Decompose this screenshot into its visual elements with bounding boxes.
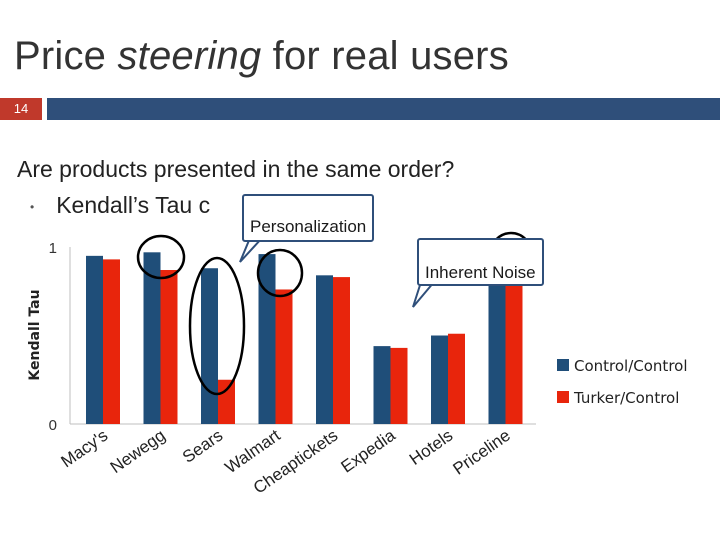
legend-swatch-turker-control <box>557 391 569 403</box>
title-bar <box>47 98 720 120</box>
circle-newegg <box>136 234 186 280</box>
slide-number: 14 <box>0 98 42 120</box>
x-tick-label-macy-s: Macy's <box>57 426 111 472</box>
x-tick-label-newegg: Newegg <box>107 426 169 477</box>
bar-walmart-control-control <box>258 254 276 424</box>
bar-newegg-control-control <box>143 252 161 424</box>
callout-noise-text: Inherent Noise <box>425 263 536 282</box>
y-tick-label-0: 0 <box>49 417 57 434</box>
bar-sears-control-control <box>201 268 218 424</box>
callout-pointer-personalization <box>239 237 263 263</box>
x-tick-label-priceline: Priceline <box>449 426 513 479</box>
bar-hotels-control-control <box>431 335 448 424</box>
bar-hotels-turker-control <box>448 333 465 424</box>
question-text: Are products presented in the same order… <box>17 156 455 182</box>
legend-label-control-control: Control/Control <box>574 357 688 375</box>
annotations <box>136 231 534 396</box>
bullet-dot-icon: • <box>30 199 35 214</box>
bullet-item: • Kendall’s Tau c <box>30 192 210 219</box>
bullet-text: Kendall’s Tau c <box>56 192 211 218</box>
bars-group <box>86 252 523 424</box>
callout-personalization-text: Personalization <box>250 217 367 236</box>
bar-priceline-control-control <box>488 259 506 424</box>
title-emphasis: steering <box>117 34 262 78</box>
title-part2: for real users <box>261 34 509 78</box>
circle-walmart <box>256 248 304 298</box>
bar-newegg-turker-control <box>160 270 178 424</box>
title-part1: Price <box>14 34 118 78</box>
callout-pointer-noise <box>412 281 435 308</box>
bar-expedia-turker-control <box>390 347 408 424</box>
y-axis-label: Kendall Tau <box>27 289 43 380</box>
bar-macy-s-turker-control <box>103 259 120 424</box>
slide-title: Price steering for real users <box>14 34 509 79</box>
ellipse-sears <box>188 256 246 396</box>
bar-macy-s-control-control <box>86 255 103 424</box>
bar-cheaptickets-control-control <box>316 275 333 424</box>
legend-swatch-control-control <box>557 359 569 371</box>
legend-label-turker-control: Turker/Control <box>573 389 679 407</box>
bar-cheaptickets-turker-control <box>333 277 350 424</box>
bar-expedia-control-control <box>373 346 391 424</box>
callout-personalization: Personalization <box>242 194 375 242</box>
x-tick-label-expedia: Expedia <box>338 425 400 476</box>
legend: Control/Control Turker/Control <box>557 357 688 407</box>
bar-priceline-turker-control <box>505 285 523 424</box>
callout-noise: Inherent Noise <box>417 238 544 286</box>
bar-sears-turker-control <box>218 379 235 424</box>
y-tick-label-1: 1 <box>49 240 57 257</box>
bar-walmart-turker-control <box>275 289 293 424</box>
x-tick-label-sears: Sears <box>179 426 226 467</box>
